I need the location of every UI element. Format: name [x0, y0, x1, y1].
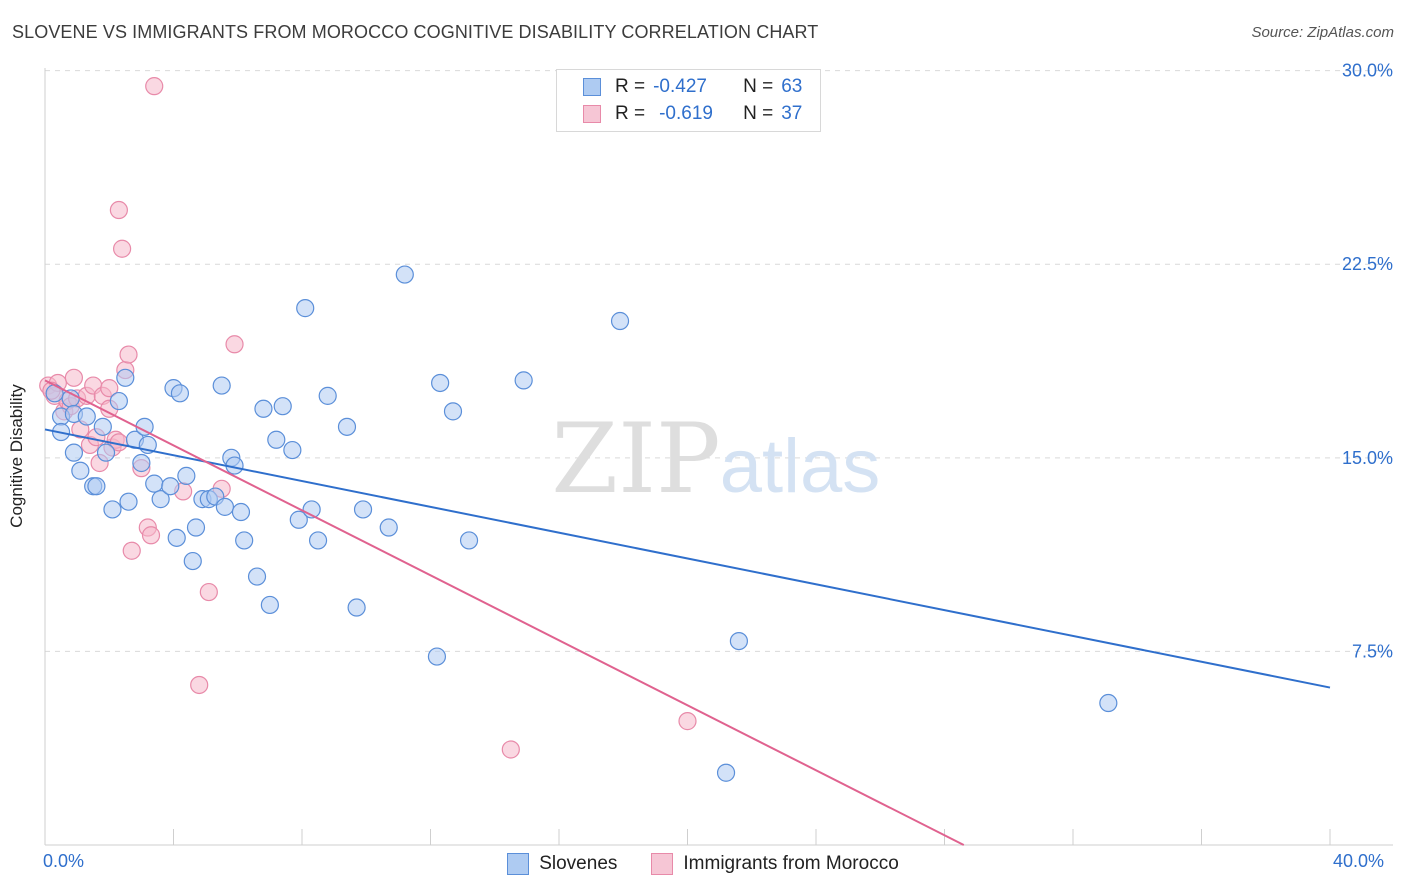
legend-n-label: N = [743, 76, 774, 97]
watermark-zip: ZIP [551, 403, 720, 515]
series-slovenes [45, 265, 1118, 782]
y-tick-label: 7.5% [1352, 641, 1393, 661]
legend-item-slovenes: Slovenes [507, 853, 617, 875]
data-point [318, 386, 337, 405]
data-point [1099, 693, 1118, 713]
data-point [199, 582, 218, 602]
data-point [289, 510, 308, 529]
legend-label-morocco: Immigrants from Morocco [683, 853, 899, 874]
correlation-legend: R = -0.427 N = 63 R = -0.619 N = 37 [556, 69, 821, 132]
legend-n-label: N = [743, 103, 774, 124]
legend-item-morocco: Immigrants from Morocco [651, 853, 899, 875]
data-point [64, 368, 84, 387]
data-point [337, 417, 357, 436]
data-point [254, 399, 273, 418]
x-tick-label-max: 40.0% [1333, 851, 1385, 871]
data-point [77, 407, 96, 426]
data-point [283, 440, 302, 460]
y-tick-label: 15.0% [1342, 448, 1393, 468]
data-point [729, 631, 749, 651]
legend-label-slovenes: Slovenes [539, 853, 618, 874]
data-point [167, 528, 186, 547]
legend-row-morocco: R = -0.619 N = 37 [557, 101, 802, 127]
chart-title: SLOVENE VS IMMIGRANTS FROM MOROCCO COGNI… [12, 22, 819, 42]
data-point [103, 500, 122, 519]
data-point [141, 526, 161, 545]
data-point [296, 299, 315, 318]
x-tick-label-min: 0.0% [43, 851, 85, 871]
data-point [71, 461, 90, 480]
data-point [64, 443, 84, 462]
data-point [431, 373, 450, 393]
y-tick-label: 22.5% [1342, 254, 1393, 274]
y-tick-labels: 7.5% 15.0% 22.5% 30.0% [1342, 61, 1393, 662]
legend-swatch-slovenes [507, 853, 530, 875]
data-point [145, 474, 164, 493]
trend-line [44, 428, 1331, 689]
legend-r-label: R = [615, 76, 646, 97]
data-point [215, 497, 234, 516]
data-point [109, 391, 128, 411]
trend-line [44, 379, 965, 846]
trend-lines [44, 379, 1331, 846]
data-point [151, 490, 170, 509]
watermark-atlas: atlas [720, 424, 881, 509]
data-point [116, 368, 135, 387]
data-point [308, 531, 328, 550]
data-point [161, 477, 180, 496]
data-point [443, 402, 463, 421]
data-point [379, 518, 398, 537]
data-point [716, 763, 736, 782]
legend-r-value: -0.619 [659, 103, 713, 124]
watermark: ZIP atlas [551, 403, 880, 515]
series-legend: Slovenes Immigrants from Morocco [0, 853, 1406, 875]
data-point [347, 598, 366, 617]
data-point [132, 453, 151, 473]
data-point [395, 265, 414, 284]
data-point [610, 311, 630, 331]
data-point [273, 397, 292, 416]
data-point [100, 379, 119, 398]
data-point [109, 200, 128, 220]
data-point [459, 531, 479, 550]
data-point [96, 443, 116, 462]
data-point [190, 675, 209, 695]
legend-swatch-blue [583, 78, 601, 96]
data-point [231, 502, 251, 522]
data-point [112, 239, 132, 258]
legend-swatch-morocco [651, 853, 674, 875]
data-point [427, 647, 447, 666]
data-point [170, 384, 190, 403]
data-point [678, 712, 697, 731]
data-point [119, 492, 138, 511]
legend-n-value: 63 [781, 76, 803, 97]
data-point [186, 518, 206, 537]
data-point [145, 77, 164, 96]
data-point [514, 371, 533, 390]
data-point [247, 567, 267, 586]
legend-n-value: 37 [781, 103, 803, 124]
data-point [235, 531, 254, 550]
data-point [183, 551, 202, 571]
source-credit: Source: ZipAtlas.com [1251, 24, 1394, 41]
data-point [353, 500, 373, 519]
data-point [122, 541, 141, 560]
data-point [225, 335, 244, 354]
data-point [87, 477, 106, 496]
y-tick-label: 30.0% [1342, 61, 1393, 81]
data-point [260, 595, 279, 615]
data-point [119, 345, 138, 364]
data-point [501, 740, 520, 759]
data-point [177, 466, 196, 485]
grid-lines [45, 70, 1395, 652]
legend-r-label: R = [615, 103, 646, 124]
axes [44, 68, 1393, 846]
legend-swatch-pink [583, 105, 601, 123]
legend-row-slovenes: R = -0.427 N = 63 [557, 74, 802, 100]
data-point [93, 417, 112, 436]
legend-r-value: -0.427 [653, 76, 707, 97]
data-point [267, 430, 286, 449]
data-point [212, 376, 231, 395]
